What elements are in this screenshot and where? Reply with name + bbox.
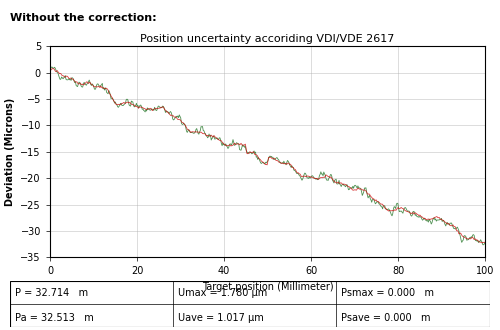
Y-axis label: Deviation (Microns): Deviation (Microns) [5, 98, 15, 206]
Text: Psave = 0.000   m: Psave = 0.000 m [341, 314, 430, 323]
Text: Uave = 1.017 μm: Uave = 1.017 μm [178, 314, 264, 323]
Text: P = 32.714   m: P = 32.714 m [15, 288, 88, 298]
Text: Pa = 32.513   m: Pa = 32.513 m [15, 314, 94, 323]
X-axis label: Target position (Millimeter): Target position (Millimeter) [202, 282, 334, 292]
Text: Without the correction:: Without the correction: [10, 13, 156, 23]
Text: Umax = 1.780 μm: Umax = 1.780 μm [178, 288, 267, 298]
Title: Position uncertainty accoriding VDI/VDE 2617: Position uncertainty accoriding VDI/VDE … [140, 34, 394, 44]
Text: Psmax = 0.000   m: Psmax = 0.000 m [341, 288, 434, 298]
